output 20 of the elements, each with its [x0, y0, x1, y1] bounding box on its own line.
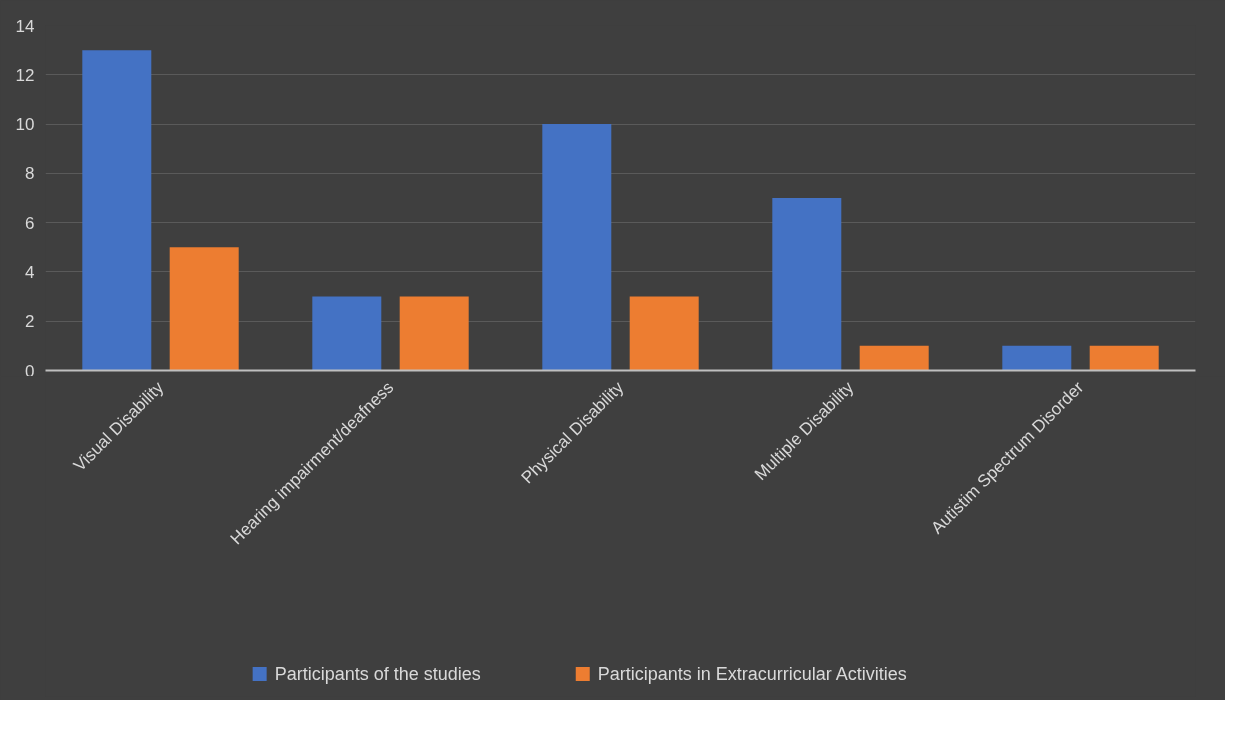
bar	[399, 296, 469, 371]
y-tick-label: 12	[15, 65, 35, 85]
legend-label: Participants of the studies	[274, 664, 481, 685]
y-tick-label: 14	[15, 16, 35, 36]
y-tick-label: 10	[15, 115, 35, 135]
legend-label: Participants in Extracurricular Activities	[597, 664, 907, 685]
bar	[1002, 345, 1072, 371]
y-tick-label: 2	[25, 312, 35, 332]
bar	[169, 247, 239, 371]
bar	[859, 345, 929, 371]
y-tick-label: 0	[25, 361, 35, 381]
bar	[542, 124, 612, 371]
y-tick-label: 6	[25, 213, 35, 233]
bar	[772, 198, 842, 371]
bar	[1089, 345, 1159, 371]
bar	[629, 296, 699, 371]
bar	[82, 50, 152, 371]
y-tick-label: 4	[25, 262, 35, 282]
bar	[312, 296, 382, 371]
y-tick-label: 8	[25, 164, 35, 184]
